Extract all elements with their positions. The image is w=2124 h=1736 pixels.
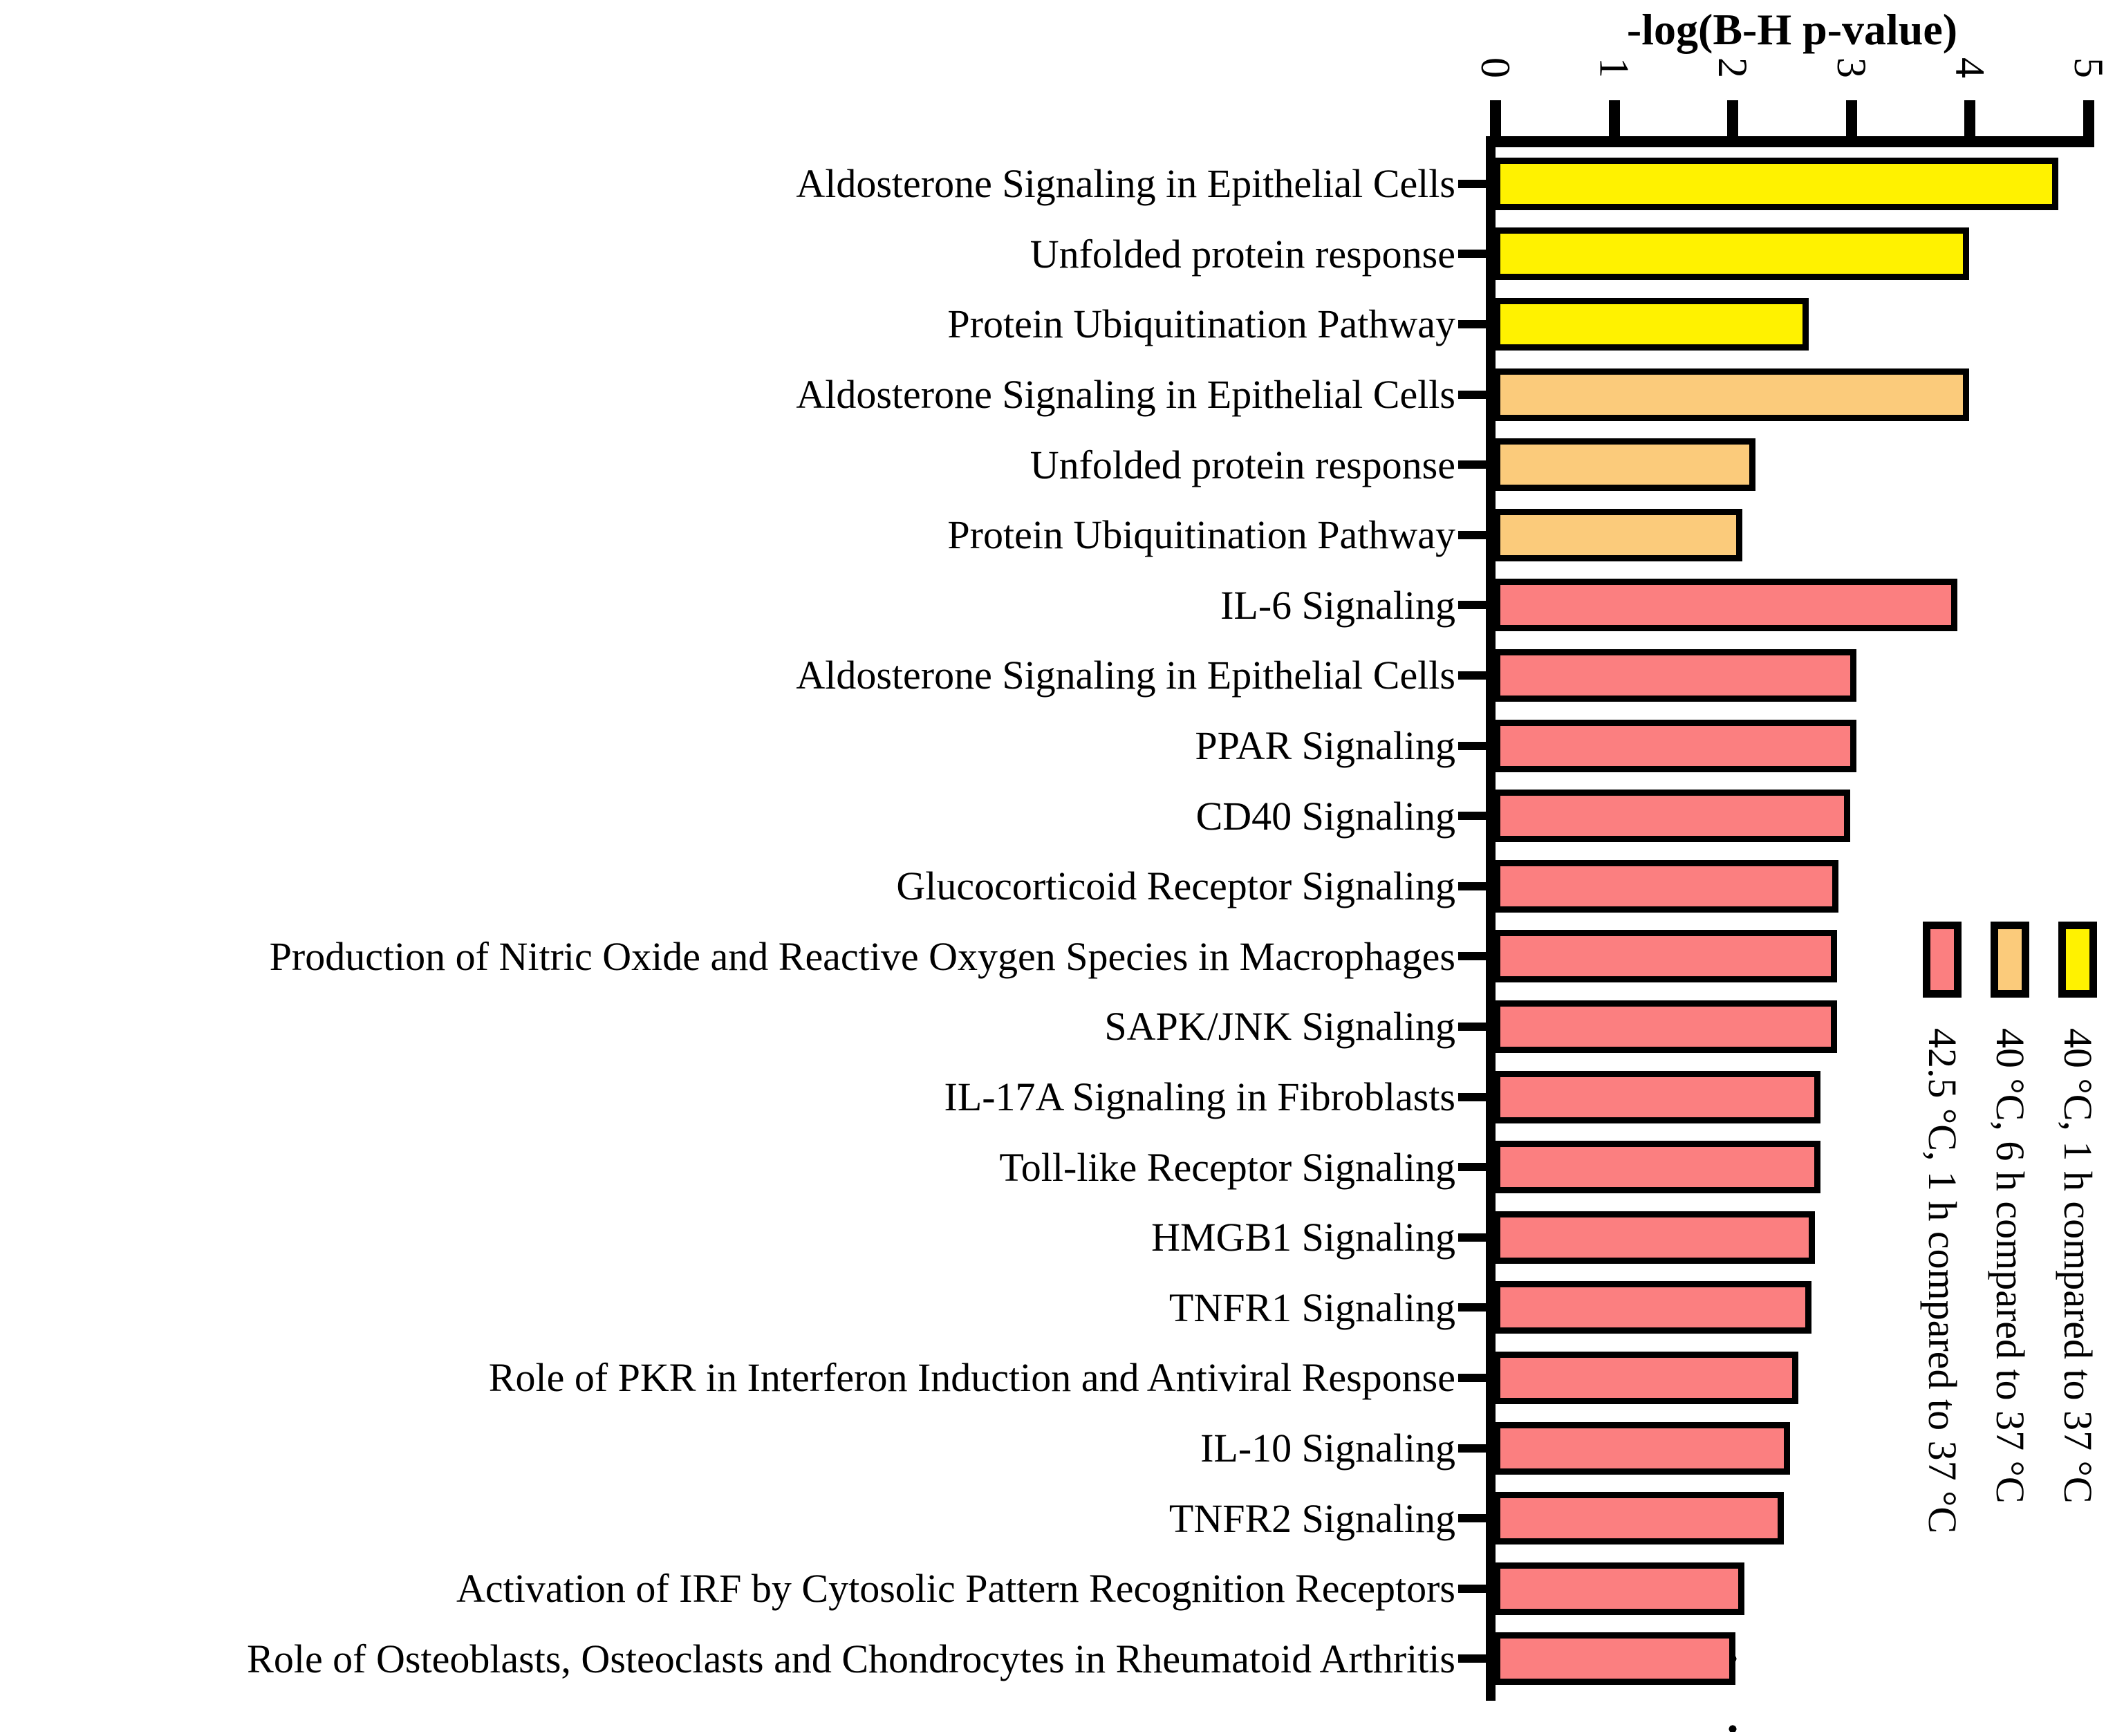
- bar: [1494, 298, 1809, 351]
- category-label: Protein Ubiquitination Pathway: [947, 512, 1455, 558]
- category-label: Role of PKR in Interferon Induction and …: [488, 1355, 1455, 1401]
- category-label: Role of Osteoblasts, Osteoclasts and Cho…: [247, 1636, 1455, 1681]
- y-axis-tick: [1458, 250, 1486, 259]
- bar: [1494, 859, 1839, 913]
- category-label: TNFR1 Signaling: [1168, 1285, 1455, 1330]
- legend-label: 42.5 °C, 1 h compared to 37 °C: [1920, 1028, 1965, 1534]
- category-label: IL-6 Signaling: [1220, 582, 1455, 628]
- bar: [1494, 1562, 1745, 1615]
- legend-entry: 40 °C, 1 h compared to 37 °C: [2056, 922, 2100, 1533]
- x-axis-tick-label: 2: [1710, 57, 1756, 78]
- legend-entry: 42.5 °C, 1 h compared to 37 °C: [1920, 922, 1965, 1534]
- x-axis-tick-label: 1: [1591, 57, 1637, 78]
- y-axis-tick: [1458, 1374, 1486, 1382]
- x-axis-tick-label: 5: [2066, 57, 2112, 78]
- category-label: PPAR Signaling: [1195, 723, 1455, 769]
- legend-swatch: [1923, 922, 1962, 998]
- x-axis-tick-label: 4: [1947, 57, 1993, 78]
- y-axis-tick: [1458, 601, 1486, 610]
- x-axis-tick: [1727, 100, 1739, 136]
- y-axis-line: [1486, 136, 1496, 1701]
- y-axis-tick: [1458, 1584, 1486, 1593]
- x-axis-tick: [1964, 100, 1976, 136]
- bar: [1494, 1632, 1735, 1686]
- category-label: Aldosterone Signaling in Epithelial Cell…: [796, 161, 1455, 207]
- category-label: CD40 Signaling: [1195, 793, 1455, 839]
- bar: [1494, 719, 1856, 772]
- bar: [1494, 1000, 1838, 1053]
- y-axis-tick: [1458, 741, 1486, 750]
- category-label: Unfolded protein response: [1030, 231, 1455, 277]
- legend-label: 40 °C, 6 h compared to 37 °C: [1988, 1028, 2033, 1504]
- x-axis-tick-label: 3: [1828, 57, 1874, 78]
- bar: [1494, 1141, 1821, 1194]
- category-label: IL-10 Signaling: [1200, 1426, 1455, 1471]
- category-label: IL-17A Signaling in Fibroblasts: [944, 1074, 1456, 1120]
- legend-entry: 40 °C, 6 h compared to 37 °C: [1988, 922, 2033, 1533]
- y-axis-tick: [1458, 179, 1486, 188]
- legend-swatch: [1991, 922, 2029, 998]
- y-axis-tick: [1458, 1303, 1486, 1312]
- bar: [1494, 1492, 1785, 1545]
- x-axis-tick: [1490, 100, 1501, 136]
- y-axis-tick: [1458, 460, 1486, 469]
- y-axis-tick: [1458, 881, 1486, 890]
- bar: [1494, 1211, 1815, 1264]
- legend-swatch: [2058, 922, 2097, 998]
- y-axis-tick: [1458, 320, 1486, 328]
- y-axis-tick: [1458, 952, 1486, 961]
- bar: [1494, 157, 2058, 210]
- y-axis-tick: [1458, 812, 1486, 821]
- y-axis-tick: [1458, 1163, 1486, 1172]
- x-axis-tick: [1845, 100, 1857, 136]
- category-label: Unfolded protein response: [1030, 442, 1455, 487]
- bar: [1494, 1352, 1798, 1404]
- category-label: Toll-like Receptor Signaling: [999, 1144, 1455, 1190]
- x-axis-tick: [2083, 100, 2094, 136]
- bar: [1494, 1281, 1811, 1334]
- bar: [1494, 227, 1969, 281]
- x-axis-title: -log(B-H p-value): [1626, 5, 1958, 54]
- bar: [1494, 438, 1755, 492]
- x-axis-line: [1486, 136, 2094, 147]
- bar: [1494, 1421, 1790, 1475]
- category-label: Glucocorticoid Receptor Signaling: [896, 864, 1455, 909]
- bar: [1494, 649, 1856, 702]
- bar: [1494, 790, 1851, 843]
- bar: [1494, 368, 1969, 421]
- x-axis-tick: [1608, 100, 1620, 136]
- category-label: Production of Nitric Oxide and Reactive …: [269, 933, 1455, 979]
- y-axis-tick: [1458, 1092, 1486, 1101]
- bar: [1494, 930, 1838, 983]
- category-label: Aldosterone Signaling in Epithelial Cell…: [796, 653, 1455, 698]
- y-axis-tick: [1458, 1233, 1486, 1242]
- legend: 42.5 °C, 1 h compared to 37 °C 40 °C, 6 h…: [1920, 922, 2100, 1534]
- y-axis-tick: [1458, 530, 1486, 539]
- x-axis-tick-label: 0: [1473, 57, 1518, 78]
- category-label: Aldosterone Signaling in Epithelial Cell…: [796, 372, 1455, 418]
- y-axis-tick: [1458, 390, 1486, 399]
- bar: [1494, 508, 1743, 561]
- category-label: Protein Ubiquitination Pathway: [947, 301, 1455, 347]
- category-label: Activation of IRF by Cytosolic Pattern R…: [456, 1566, 1455, 1612]
- category-label: TNFR2 Signaling: [1168, 1495, 1455, 1541]
- y-axis-tick: [1458, 1444, 1486, 1453]
- y-axis-tick: [1458, 1654, 1486, 1663]
- y-axis-tick: [1458, 1514, 1486, 1523]
- bar: [1494, 1070, 1821, 1123]
- y-axis-tick: [1458, 671, 1486, 680]
- bar: [1494, 579, 1957, 632]
- category-label: HMGB1 Signaling: [1151, 1215, 1455, 1260]
- legend-label: 40 °C, 1 h compared to 37 °C: [2056, 1028, 2100, 1504]
- category-label: SAPK/JNK Signaling: [1104, 1004, 1455, 1049]
- y-axis-tick: [1458, 1023, 1486, 1031]
